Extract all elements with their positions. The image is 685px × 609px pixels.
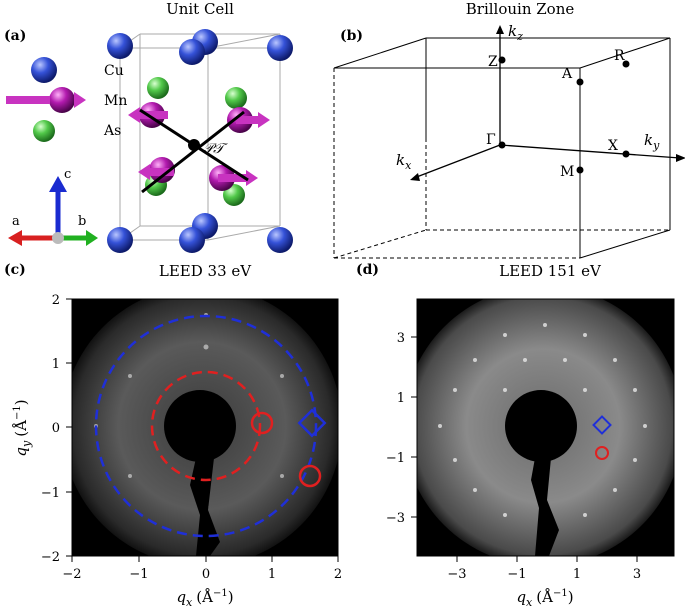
panel-title-a: Unit Cell <box>166 0 234 18</box>
kz-label: kz <box>508 22 523 43</box>
svg-text:1: 1 <box>52 357 60 372</box>
panel-title-b: Brillouin Zone <box>465 0 575 18</box>
point-Z: Z <box>488 54 498 70</box>
leed-151-spots <box>438 323 647 532</box>
svg-text:−1: −1 <box>41 486 60 501</box>
leed-33-ylabel: qy(Å−1) <box>12 399 33 456</box>
legend-as-label: As <box>103 123 121 139</box>
cell-edges <box>119 33 281 241</box>
svg-text:1: 1 <box>573 567 581 582</box>
legend-mn-label: Mn <box>104 93 127 109</box>
bz-box <box>333 37 671 259</box>
svg-text:2: 2 <box>334 567 342 582</box>
leed-151-xlabel: qx (Å−1) <box>516 588 573 609</box>
leed-33-plot: −2 −1 0 1 2 2 1 0 −1 −2 qx (Å−1) qy(Å−1) <box>12 293 342 609</box>
svg-text:3: 3 <box>633 567 641 582</box>
k-axes <box>413 32 681 179</box>
leed-33-xtick-labels: −2 −1 0 1 2 <box>62 567 342 582</box>
legend-cu-atom <box>31 57 57 83</box>
point-M: M <box>560 164 574 180</box>
electron-gun-shadow-151 <box>505 390 577 462</box>
ky-label: ky <box>644 131 660 152</box>
crystal-axes <box>8 176 98 246</box>
leed-33-ticks <box>66 298 339 562</box>
point-X: X <box>608 138 618 154</box>
axis-a-label: a <box>12 214 20 229</box>
svg-text:2: 2 <box>52 293 60 308</box>
cu-atoms <box>107 29 293 253</box>
high-symmetry-points <box>498 56 630 174</box>
svg-text:−1: −1 <box>386 451 405 466</box>
axis-c-label: c <box>64 167 71 182</box>
legend-as-atom <box>33 120 55 142</box>
svg-text:−3: −3 <box>447 567 466 582</box>
panel-label-a: (a) <box>4 28 27 44</box>
blue-dashed-circle <box>94 314 318 538</box>
svg-text:−1: −1 <box>129 567 148 582</box>
unit-cell-figure: 𝒫𝒯 Cu Mn As c a b <box>6 29 293 253</box>
legend-mn-atom <box>49 87 75 113</box>
point-Gamma: Γ <box>486 132 496 148</box>
point-R: R <box>614 48 625 64</box>
svg-text:−2: −2 <box>62 567 81 582</box>
kx-label: kx <box>396 151 412 172</box>
leed-151-frame <box>416 298 675 557</box>
svg-text:3: 3 <box>397 331 405 346</box>
as-atoms <box>145 77 247 206</box>
panel-title-d: LEED 151 eV <box>499 262 601 280</box>
red-circle-marker-1 <box>250 411 274 435</box>
electron-gun-shadow <box>164 390 236 462</box>
svg-text:−2: −2 <box>41 550 60 565</box>
svg-text:0: 0 <box>202 567 210 582</box>
leed-33-xlabel: qx (Å−1) <box>176 588 233 609</box>
red-circle-marker-151 <box>595 446 609 460</box>
holder-shadow <box>190 458 220 556</box>
point-A: A <box>561 66 573 82</box>
svg-text:−3: −3 <box>386 511 405 526</box>
panel-label-b: (b) <box>340 28 364 44</box>
legend-cu-label: Cu <box>104 63 124 79</box>
leed-151-xtick-labels: −3 −1 1 3 <box>447 567 641 582</box>
panel-label-c: (c) <box>4 262 26 278</box>
blue-diamond-marker-151 <box>592 415 612 435</box>
mn-atoms <box>128 102 270 191</box>
svg-text:1: 1 <box>268 567 276 582</box>
leed-151-ticks <box>411 336 638 562</box>
bz-hidden-edges <box>333 138 670 259</box>
svg-text:0: 0 <box>52 421 60 436</box>
pt-label: 𝒫𝒯 <box>203 141 228 157</box>
holder-shadow-151 <box>531 458 559 556</box>
svg-text:1: 1 <box>397 391 405 406</box>
leed-33-ytick-labels: 2 1 0 −1 −2 <box>41 293 60 565</box>
brillouin-zone-figure: kz ky kx Z A R Γ X M <box>333 22 685 259</box>
svg-text:−1: −1 <box>507 567 526 582</box>
panel-label-d: (d) <box>356 262 380 278</box>
panel-title-c: LEED 33 eV <box>158 262 252 280</box>
axis-b-label: b <box>78 214 86 229</box>
red-dashed-circle <box>150 370 262 482</box>
leed-151-ytick-labels: 3 1 −1 −3 <box>386 331 405 526</box>
red-circle-marker-2 <box>298 464 322 488</box>
leed-151-plot: −3 −1 1 3 3 1 −1 −3 qx (Å−1) <box>386 298 675 609</box>
blue-diamond-marker <box>297 408 327 438</box>
